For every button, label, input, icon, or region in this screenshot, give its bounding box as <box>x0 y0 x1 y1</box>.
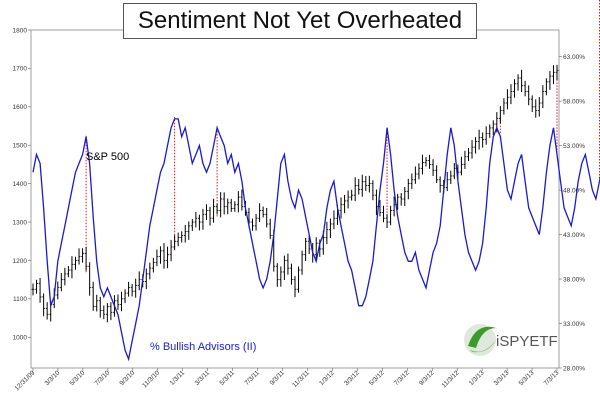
right-tick-label: 48.00% <box>563 187 585 194</box>
left-tick-label: 1500 <box>13 143 28 150</box>
x-tick-label: 9/3/10 <box>118 369 136 387</box>
left-axis: 1000 1100 1200 1300 1400 1500 1600 1700 1800 <box>13 27 31 342</box>
x-tick-label: 3/3/11 <box>194 369 212 387</box>
x-tick-label: 5/3/12 <box>368 369 386 387</box>
logo-text: iSPYETF <box>496 333 558 350</box>
left-tick-label: 1700 <box>13 66 28 73</box>
x-tick-label: 5/3/13 <box>518 369 536 387</box>
x-tick-label: 11/3/12 <box>441 369 461 389</box>
right-tick-label: 53.00% <box>563 143 585 150</box>
right-tick-label: 38.00% <box>563 276 585 283</box>
x-tick-label: 5/3/11 <box>219 369 237 387</box>
chart-title: Sentiment Not Yet Overheated <box>123 3 477 39</box>
x-axis: 12/31/09 3/3/10 5/3/10 7/3/10 9/3/10 11/3/10 1… <box>14 368 561 392</box>
left-tick-label: 1600 <box>13 104 28 111</box>
x-tick-label: 7/3/13 <box>543 369 561 387</box>
right-tick-label: 58.00% <box>563 98 585 105</box>
right-tick-label: 28.00% <box>563 365 585 372</box>
bullish-series-line <box>32 118 600 362</box>
bullish-label: % Bullish Advisors (II) <box>150 341 256 353</box>
right-tick-label: 33.00% <box>563 321 585 328</box>
x-tick-label: 1/3/11 <box>169 369 187 387</box>
x-tick-label: 1/3/13 <box>468 369 486 387</box>
x-tick-label: 3/3/13 <box>493 369 511 387</box>
ispyetf-logo: iSPYETF <box>464 324 558 356</box>
peak-markers <box>85 0 600 273</box>
left-tick-label: 1800 <box>13 27 28 34</box>
x-tick-label: 7/3/11 <box>244 369 262 387</box>
x-tick-label: 7/3/12 <box>393 369 411 387</box>
logo-swoosh-icon <box>468 326 496 348</box>
x-tick-label: 3/3/12 <box>343 369 361 387</box>
right-axis: 28.00% 33.00% 38.00% 43.00% 48.00% 53.00% 58.0… <box>559 54 585 372</box>
logo-globe-icon <box>464 324 496 356</box>
left-tick-label: 1100 <box>13 296 27 303</box>
x-tick-label: 3/3/10 <box>44 369 62 387</box>
right-tick-label: 43.00% <box>563 232 585 239</box>
x-tick-label: 11/3/10 <box>141 369 161 389</box>
x-tick-label: 1/3/12 <box>318 369 336 387</box>
x-tick-label: 12/31/09 <box>14 369 37 392</box>
left-tick-label: 1000 <box>13 335 28 342</box>
left-tick-label: 1200 <box>13 258 28 265</box>
spx-series <box>31 64 559 323</box>
x-tick-label: 7/3/10 <box>94 369 112 387</box>
left-tick-label: 1300 <box>13 219 28 226</box>
x-tick-label: 9/3/11 <box>269 369 287 387</box>
x-tick-label: 9/3/12 <box>418 369 436 387</box>
spx-label: S&P 500 <box>86 151 129 163</box>
x-tick-label: 5/3/10 <box>69 369 87 387</box>
right-tick-label: 63.00% <box>563 54 585 61</box>
x-tick-label: 11/3/11 <box>291 369 311 389</box>
left-tick-label: 1400 <box>13 181 28 188</box>
plot-area <box>30 29 560 369</box>
